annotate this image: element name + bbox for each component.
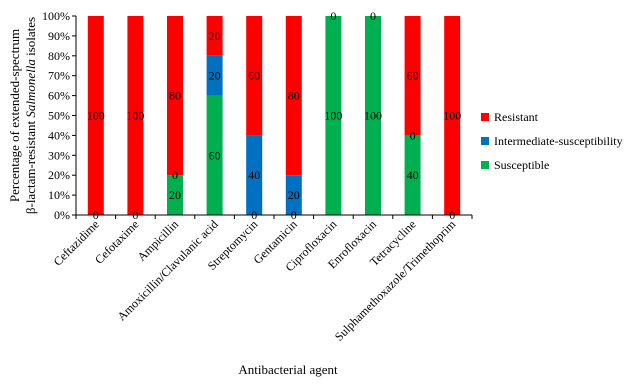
y-tick-label-2: 20% xyxy=(48,168,70,182)
data-label-intermediate-susceptibility-2: 0 xyxy=(172,168,178,182)
x-tick-label-0: Ceftazidime xyxy=(51,217,102,268)
data-label-resistant-3: 20 xyxy=(209,29,221,43)
y-axis-title-pre: β-lactam-resistant xyxy=(23,118,38,215)
bar-resistant-3 xyxy=(206,16,223,56)
data-label-resistant-9: 100 xyxy=(443,109,461,123)
y-axis-title-italic: Salmonella xyxy=(23,59,38,118)
data-label-intermediate-susceptibility-5: 20 xyxy=(288,188,300,202)
y-tick-label-8: 80% xyxy=(48,49,70,63)
data-label-intermediate-susceptibility-3: 20 xyxy=(209,69,221,83)
y-axis-title-line1: Percentage of extended-spectrum xyxy=(7,29,22,202)
bar-resistant-2 xyxy=(167,16,183,176)
data-label-susceptible-8: 40 xyxy=(407,168,419,182)
legend-label-resistant: Resistant xyxy=(494,110,539,124)
y-axis-title-post: isolates xyxy=(23,17,38,59)
legend-swatch-resistant xyxy=(481,113,489,121)
bar-susceptible-2 xyxy=(167,175,183,215)
y-tick-label-4: 40% xyxy=(48,128,70,142)
bar-resistant-9 xyxy=(444,16,461,215)
bar-resistant-0 xyxy=(87,16,104,215)
bar-resistant-4 xyxy=(246,16,263,136)
y-tick-label-5: 50% xyxy=(48,109,70,123)
data-label-resistant-8: 60 xyxy=(407,69,419,83)
bar-resistant-5 xyxy=(285,16,302,176)
data-label-susceptible-7: 100 xyxy=(364,109,382,123)
bar-intermediate-susceptibility-4 xyxy=(246,135,263,215)
legend-swatch-intermediate-susceptibility xyxy=(481,137,489,145)
y-axis-title-line2: β-lactam-resistant Salmonella isolates xyxy=(23,17,38,214)
data-label-intermediate-susceptibility-8: 0 xyxy=(410,128,416,142)
y-tick-label-1: 10% xyxy=(48,188,70,202)
y-tick-label-10: 100% xyxy=(42,9,70,23)
data-label-resistant-1: 100 xyxy=(126,109,144,123)
x-axis-title: Antibacterial agent xyxy=(238,362,338,377)
bar-susceptible-6 xyxy=(325,16,342,215)
bar-resistant-8 xyxy=(404,16,421,136)
data-label-resistant-6: 0 xyxy=(330,9,336,23)
data-label-intermediate-susceptibility-4: 40 xyxy=(248,168,260,182)
legend-label-intermediate-susceptibility: Intermediate-susceptibility xyxy=(494,134,623,148)
data-label-resistant-4: 60 xyxy=(248,69,260,83)
bar-susceptible-3 xyxy=(206,95,223,215)
data-label-resistant-0: 100 xyxy=(87,109,105,123)
y-tick-label-7: 70% xyxy=(48,69,70,83)
data-label-resistant-7: 0 xyxy=(370,9,376,23)
data-label-resistant-2: 80 xyxy=(169,89,181,103)
y-tick-label-3: 30% xyxy=(48,148,70,162)
bar-intermediate-susceptibility-3 xyxy=(206,55,223,96)
bar-resistant-1 xyxy=(127,16,144,215)
bar-susceptible-8 xyxy=(404,135,421,215)
bar-intermediate-susceptibility-5 xyxy=(285,175,302,215)
y-tick-label-9: 90% xyxy=(48,29,70,43)
y-tick-label-0: 0% xyxy=(54,208,70,222)
legend-swatch-susceptible xyxy=(481,161,489,169)
legend: Resistant Intermediate-susceptibility Susc… xyxy=(481,110,623,172)
y-tick-label-6: 60% xyxy=(48,89,70,103)
plot-area xyxy=(87,16,461,215)
legend-label-susceptible: Susceptible xyxy=(494,158,549,172)
data-label-susceptible-6: 100 xyxy=(324,109,342,123)
data-label-susceptible-2: 20 xyxy=(169,188,181,202)
data-label-susceptible-3: 60 xyxy=(209,148,221,162)
data-label-resistant-5: 80 xyxy=(288,89,300,103)
bar-susceptible-7 xyxy=(365,16,381,215)
